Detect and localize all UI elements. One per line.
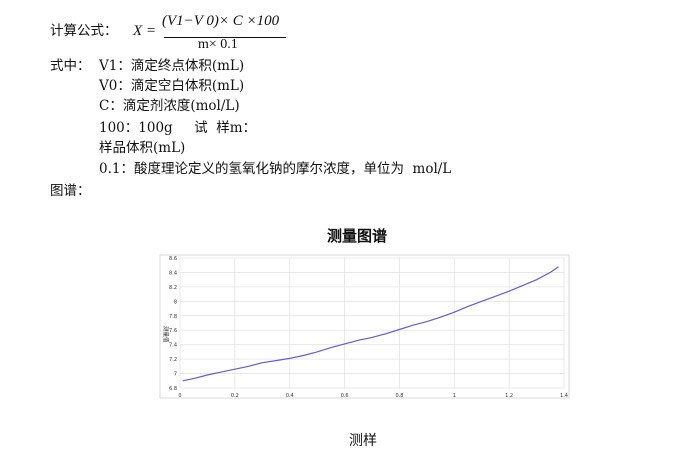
definition-line: 样品体积(mL) xyxy=(99,140,186,156)
definition-line: V0：滴定空白体积(mL) xyxy=(99,78,245,94)
y-tick-label: 8 xyxy=(174,299,177,305)
y-tick-label: 7 xyxy=(174,372,177,378)
y-tick-label: 7.8 xyxy=(169,314,177,320)
grid-lines xyxy=(179,257,565,389)
definitions-heading: 式中： xyxy=(50,58,91,74)
x-tick-label: 1.4 xyxy=(560,393,568,399)
chart-caption: 测样 xyxy=(349,433,377,449)
x-tick-label: 0.4 xyxy=(286,393,294,399)
y-tick-label: 7.2 xyxy=(169,357,177,363)
x-tick-label: 1.2 xyxy=(505,393,513,399)
x-tick-label: 0 xyxy=(178,393,181,399)
series-line xyxy=(182,266,559,382)
chart-title: 测量图谱 xyxy=(327,227,388,245)
x-tick-label: 0.8 xyxy=(395,393,403,399)
x-tick-label: 0.2 xyxy=(231,393,239,399)
x-tick-label: 0.6 xyxy=(341,393,349,399)
y-tick-label: 6.8 xyxy=(169,386,177,392)
definition-line: C：滴定剂浓度(mol/L) xyxy=(99,98,240,114)
formula-numerator: (V1−V 0)× C ×100 xyxy=(162,13,280,29)
spectrum-label: 图谱： xyxy=(50,183,91,199)
definition-line: 100：100g 试 样m： xyxy=(99,120,257,136)
y-tick-label: 8.2 xyxy=(169,285,177,291)
y-tick-label: 7.4 xyxy=(169,343,177,349)
plot-frame xyxy=(159,254,570,399)
formula-denominator: m× 0.1 xyxy=(198,37,238,52)
definition-line: V1：滴定终点体积(mL) xyxy=(99,58,245,74)
y-axis-label: 测量值 xyxy=(162,326,170,343)
fraction-bar xyxy=(164,37,286,38)
y-tick-label: 7.6 xyxy=(169,328,177,334)
y-tick-label: 8.6 xyxy=(169,256,177,262)
definition-line: 0.1：酸度理论定义的氢氧化钠的摩尔浓度，单位为 mol/L xyxy=(99,161,452,177)
formula-label: 计算公式： xyxy=(50,23,118,39)
tick-labels: 6.8 7 7.2 7.4 7.6 7.8 8 8.2 8.4 8.6 0 0.2 0.4 0.6 0.8 1… xyxy=(169,256,568,399)
formula-lhs: X = xyxy=(133,23,157,39)
y-tick-label: 8.4 xyxy=(169,270,177,276)
x-tick-label: 1 xyxy=(453,393,456,399)
series-group xyxy=(182,266,559,382)
